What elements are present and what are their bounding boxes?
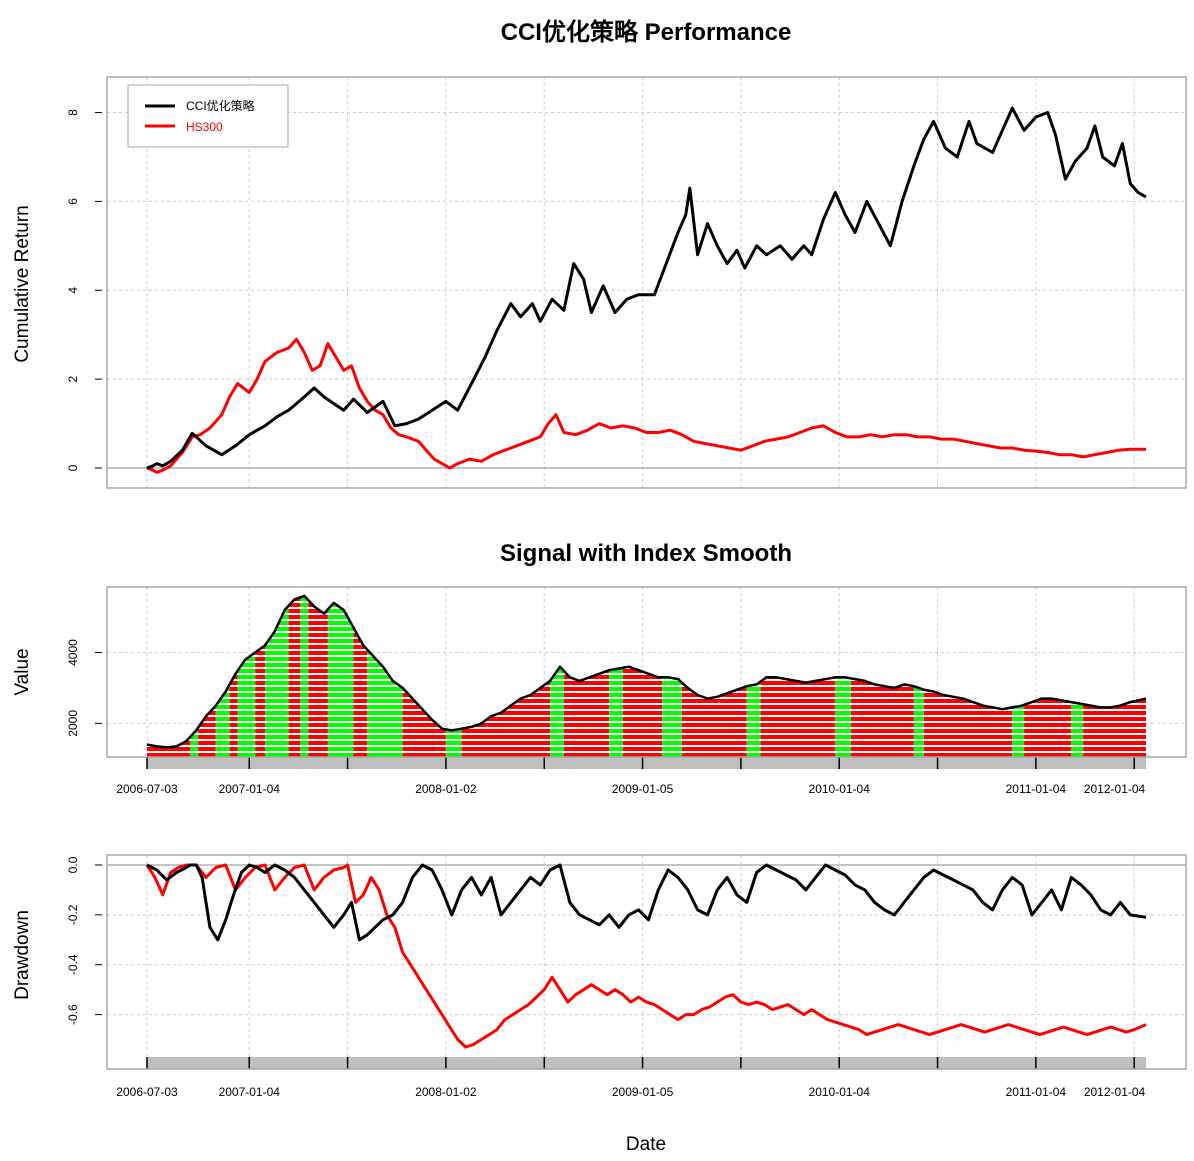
signal-region-short (198, 705, 216, 757)
x-tick-label-date: 2011-01-04 (1006, 782, 1067, 796)
y-tick-label: 2000 (66, 710, 80, 737)
signal-region-long (445, 728, 462, 757)
drawdown-x-axis: 2006-07-03 2007-01-04 2008-01-02 2009-01-05… (116, 1057, 1146, 1099)
drawdown-line-strategy (146, 863, 1147, 942)
series-line-hs300 (146, 337, 1146, 474)
x-tick-label-date: 2006-07-03 (116, 782, 178, 796)
x-tick-label-date: 2010-01-04 (809, 1085, 871, 1099)
y-tick-label: 4000 (66, 639, 80, 666)
x-tick-label-date: 2009-01-05 (612, 1085, 674, 1099)
y-tick-label: -0.2 (66, 904, 80, 925)
drawdown-y-axis-label: Drawdown (12, 910, 33, 1000)
performance-plot-frame (106, 76, 1187, 489)
performance-legend: CCI优化策略 HS300 (127, 84, 289, 148)
signal-x-axis: 2006-07-03 2007-01-04 2008-01-02 2009-01-05… (116, 757, 1146, 796)
y-tick-label: 4 (66, 287, 80, 294)
series-line-index-smooth (146, 594, 1147, 749)
y-tick-label: 0.0 (66, 856, 80, 873)
x-tick-label-date: 2012-01-04 (1084, 782, 1146, 796)
x-tick-label-date: 2009-01-05 (612, 782, 674, 796)
signal-region-short (681, 682, 747, 757)
drawdown-plot-frame (106, 854, 1187, 1070)
x-axis-label-date: Date (626, 1134, 666, 1155)
performance-title: CCI优化策略 Performance (501, 18, 792, 46)
signal-y-ticks: 2000 4000 (66, 639, 102, 737)
signal-plot-frame (106, 586, 1187, 758)
x-tick-label-date: 2010-01-04 (809, 782, 871, 796)
legend-label-hs300: HS300 (186, 120, 223, 134)
performance-panel: CCI优化策略 Performance Cumulative Return 0 2… (12, 18, 1187, 489)
signal-region-long (1012, 704, 1025, 757)
signal-y-axis-label: Value (12, 648, 33, 695)
date-axis-bar (147, 1057, 1146, 1069)
drawdown-panel: Drawdown 0.0 -0.2 -0.4 -0.6 2006-07-03 2007-… (12, 854, 1187, 1155)
x-tick-label-date: 2007-01-04 (219, 782, 281, 796)
y-tick-label: 0 (66, 464, 80, 471)
drawdown-series (107, 863, 1186, 1049)
legend-box (127, 84, 289, 148)
signal-region-long (609, 667, 623, 757)
signal-region-long (746, 681, 761, 757)
performance-series (107, 106, 1186, 474)
x-tick-label-date: 2011-01-04 (1006, 1085, 1067, 1099)
date-axis-bar (147, 757, 1146, 769)
y-tick-label: 8 (66, 109, 80, 116)
x-tick-label-date: 2008-01-02 (415, 782, 477, 796)
x-tick-label-date: 2012-01-04 (1084, 1085, 1146, 1099)
y-tick-label: -0.6 (66, 1004, 80, 1025)
signal-region-short (563, 670, 610, 757)
x-tick-label-date: 2006-07-03 (116, 1085, 178, 1099)
signal-region-short (461, 680, 551, 757)
series-line-strategy (146, 106, 1147, 470)
x-tick-label-date: 2007-01-04 (219, 1085, 281, 1099)
y-tick-label: 2 (66, 375, 80, 382)
y-tick-label: -0.4 (66, 954, 80, 975)
performance-y-axis-label: Cumulative Return (12, 205, 33, 362)
legend-label-strategy: CCI优化策略 (186, 98, 255, 113)
drawdown-line-hs300 (145, 863, 1147, 1049)
signal-region-short (308, 600, 328, 757)
x-tick-label-date: 2008-01-02 (415, 1085, 477, 1099)
y-tick-label: 6 (66, 198, 80, 205)
performance-y-ticks: 0 2 4 6 8 (66, 109, 102, 471)
drawdown-y-ticks: 0.0 -0.2 -0.4 -0.6 (66, 856, 102, 1025)
performance-grid (107, 77, 1186, 488)
signal-title: Signal with Index Smooth (500, 540, 792, 567)
